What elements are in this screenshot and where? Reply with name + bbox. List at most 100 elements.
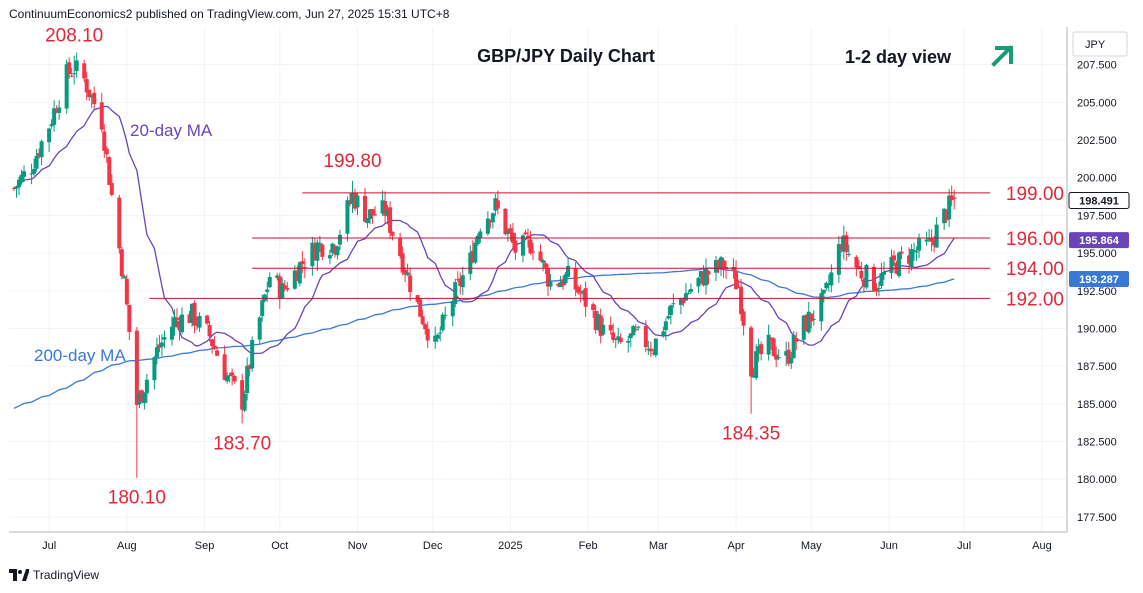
candle-body [668, 305, 673, 316]
candle-body [12, 187, 17, 189]
candle-body [425, 328, 430, 341]
candle-body [210, 339, 215, 346]
y-tick-label: 177.500 [1077, 512, 1117, 524]
candle-body [423, 324, 428, 330]
candle-body [864, 264, 869, 288]
candle-body [578, 293, 583, 295]
candle-body [337, 234, 342, 245]
candle-body [794, 337, 799, 342]
candle-body [811, 318, 816, 320]
candle-body [736, 286, 741, 288]
candle-body [774, 354, 779, 360]
candle-body [345, 200, 350, 234]
candle-body [924, 239, 929, 242]
candle-body [942, 208, 947, 224]
candle-body [566, 265, 571, 277]
candle-body [433, 335, 438, 342]
candle-body [34, 156, 39, 169]
candle-body [169, 326, 174, 340]
candle-body [528, 239, 533, 254]
candle-body [508, 228, 513, 235]
candle-body [154, 347, 159, 358]
candle-body [947, 195, 952, 220]
tradingview-footer[interactable]: TradingView [9, 568, 99, 582]
candle-body [741, 311, 746, 326]
candle-body [573, 268, 578, 290]
candle-body [819, 293, 824, 322]
candle-body [495, 200, 500, 209]
candle-body [801, 315, 806, 340]
candle-body [475, 235, 480, 245]
candle-body [809, 313, 814, 322]
level-label: 194.00 [1006, 259, 1064, 280]
candle-body [591, 304, 596, 311]
candle-body [240, 380, 245, 410]
candle-body [613, 339, 618, 341]
candle-body [892, 255, 897, 261]
candle-body [907, 255, 912, 264]
candle-body [179, 314, 184, 333]
candle-body [312, 243, 317, 260]
candle-body [561, 279, 566, 286]
candle-body [192, 302, 197, 326]
candle-body [731, 266, 736, 271]
candle-body [327, 255, 332, 259]
x-tick-label: Jul [42, 540, 56, 552]
candle-body [403, 269, 408, 275]
candle-body [541, 260, 546, 263]
candle-body [633, 328, 638, 330]
candle-body [215, 350, 220, 356]
candle-body [222, 354, 227, 380]
candle-body [227, 375, 232, 377]
candle-body [157, 344, 162, 348]
candle-body [628, 333, 633, 339]
candle-body [67, 62, 72, 75]
candle-body [39, 141, 44, 158]
candle-body [265, 289, 270, 293]
candle-body [879, 273, 884, 286]
candle-body [365, 217, 370, 224]
candle-body [826, 283, 831, 285]
candle-body [854, 256, 859, 268]
candle-body [703, 268, 708, 286]
candle-body [934, 224, 939, 248]
y-tick-label: 197.500 [1077, 210, 1117, 222]
x-tick-label: Dec [423, 540, 443, 552]
candle-body [54, 109, 59, 113]
candle-body [174, 317, 179, 321]
candle-body [661, 331, 666, 336]
price-badge-box [1069, 270, 1129, 287]
candle-body [297, 262, 302, 284]
candle-body [320, 244, 325, 257]
candle-body [478, 231, 483, 238]
extreme-annotation: 199.80 [323, 151, 381, 172]
candle-body [688, 288, 693, 292]
candle-body [861, 279, 866, 287]
candle-body [119, 249, 124, 277]
candle-body [69, 75, 74, 77]
candle-body [686, 292, 691, 294]
candle-body [631, 326, 636, 336]
candle-body [190, 303, 195, 323]
candle-body [576, 286, 581, 293]
candle-body [363, 195, 368, 222]
currency-box[interactable]: JPY [1072, 31, 1128, 57]
candle-body [846, 253, 851, 255]
candle-body [897, 252, 902, 276]
candle-body [505, 230, 510, 234]
publisher-header: ContinuumEconomics2 published on Trading… [9, 7, 450, 21]
candle-body [82, 63, 87, 79]
candle-body [32, 169, 37, 174]
candle-body [257, 317, 262, 340]
candle-body [839, 244, 844, 250]
candle-body [187, 314, 192, 324]
candle-body [197, 316, 202, 328]
candle-body [212, 345, 217, 349]
candle-body [29, 173, 34, 175]
candle-body [37, 153, 42, 157]
candle-body [373, 214, 378, 216]
candle-body [317, 243, 322, 245]
candle-body [302, 267, 307, 269]
candle-body [611, 332, 616, 340]
